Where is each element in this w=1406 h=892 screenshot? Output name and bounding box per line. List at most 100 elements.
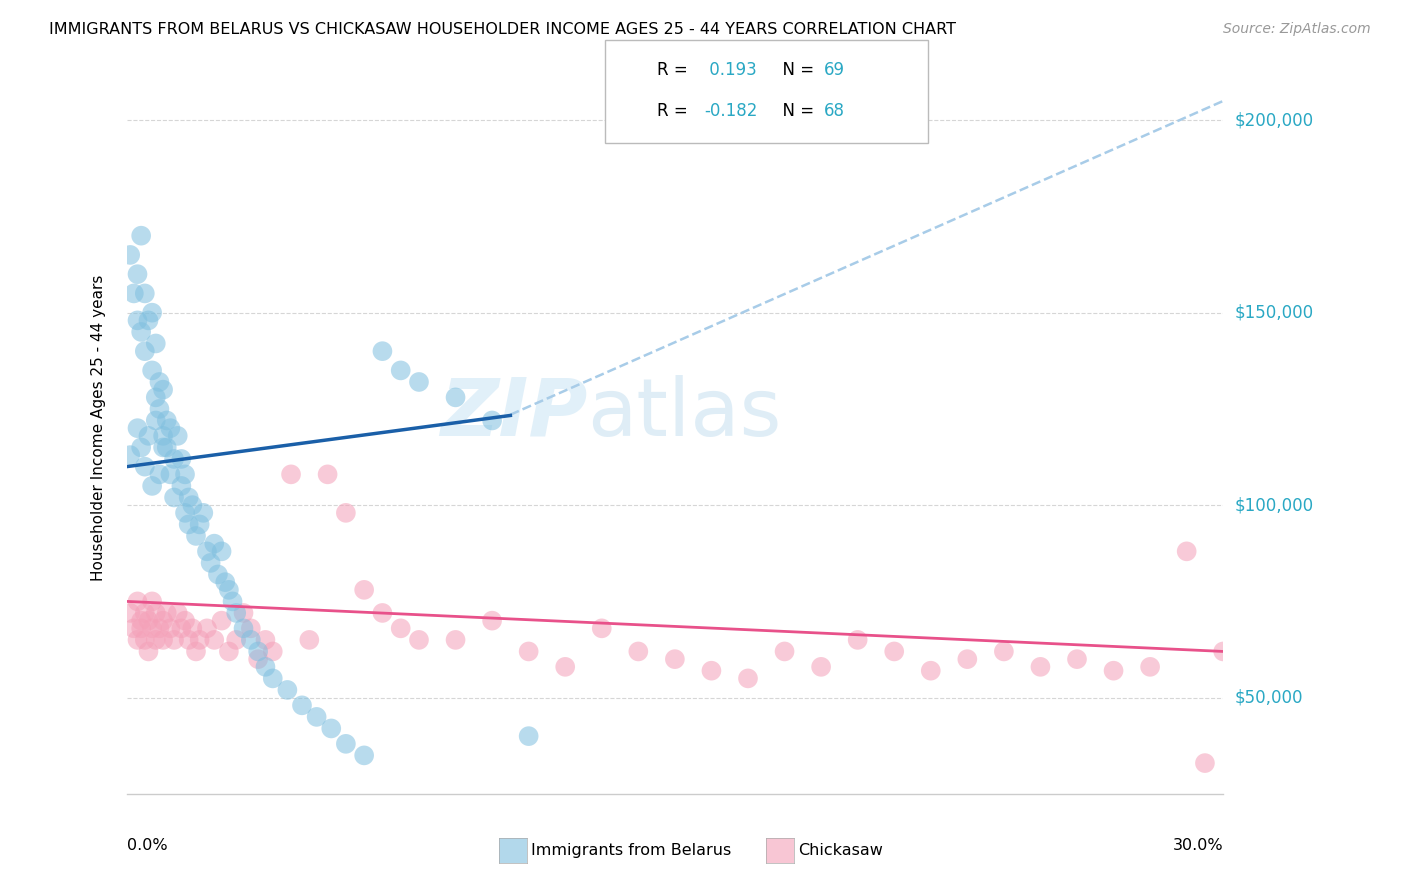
Point [170,621,193,635]
Point [218,644,240,658]
Point [188,632,211,647]
Point [134,632,156,647]
Point [163,452,186,467]
Point [262,644,284,658]
Point [371,606,394,620]
Point [134,459,156,474]
Point [700,664,723,678]
Point [138,644,160,658]
Point [371,344,394,359]
Point [145,413,167,427]
Point [145,632,167,647]
Point [225,632,247,647]
Point [184,644,207,658]
Point [127,267,149,281]
Point [138,429,160,443]
Point [846,632,869,647]
Point [177,517,200,532]
Point [1212,644,1234,658]
Point [163,491,186,505]
Point [148,401,170,416]
Point [232,606,254,620]
Text: $100,000: $100,000 [1234,496,1313,514]
Point [188,517,211,532]
Text: 69: 69 [824,61,845,78]
Point [129,325,152,339]
Point [141,594,163,608]
Point [207,567,229,582]
Point [120,448,142,462]
Point [129,614,152,628]
Text: $200,000: $200,000 [1234,112,1313,129]
Point [202,632,225,647]
Text: atlas: atlas [588,375,782,452]
Point [737,672,759,686]
Text: $150,000: $150,000 [1234,303,1313,322]
Point [127,421,149,435]
Point [1066,652,1088,666]
Point [120,606,142,620]
Point [145,390,167,404]
Point [141,363,163,377]
Point [810,660,832,674]
Point [152,632,174,647]
Point [156,441,179,455]
Point [389,621,412,635]
Point [174,506,197,520]
Point [993,644,1015,658]
Point [517,729,540,743]
Point [554,660,576,674]
Text: IMMIGRANTS FROM BELARUS VS CHICKASAW HOUSEHOLDER INCOME AGES 25 - 44 YEARS CORRE: IMMIGRANTS FROM BELARUS VS CHICKASAW HOU… [49,22,956,37]
Point [202,536,225,550]
Point [166,606,188,620]
Point [305,710,328,724]
Point [174,467,197,482]
Point [129,441,152,455]
Point [883,644,905,658]
Point [127,594,149,608]
Text: Source: ZipAtlas.com: Source: ZipAtlas.com [1223,22,1371,37]
Point [148,467,170,482]
Point [221,594,243,608]
Point [232,621,254,635]
Text: 0.193: 0.193 [704,61,758,78]
Text: R =: R = [657,61,693,78]
Point [276,682,298,697]
Point [773,644,796,658]
Point [148,375,170,389]
Point [134,286,156,301]
Point [195,544,218,558]
Point [181,498,204,512]
Point [389,363,412,377]
Point [127,632,149,647]
Point [141,621,163,635]
Point [127,313,149,327]
Point [247,652,270,666]
Point [291,698,314,713]
Text: N =: N = [772,61,820,78]
Point [591,621,613,635]
Point [280,467,302,482]
Point [152,383,174,397]
Point [225,606,247,620]
Point [1175,544,1198,558]
Text: Chickasaw: Chickasaw [799,843,883,857]
Text: 30.0%: 30.0% [1173,838,1223,853]
Point [152,614,174,628]
Point [444,632,467,647]
Text: ZIP: ZIP [440,375,588,452]
Text: 0.0%: 0.0% [127,838,167,853]
Point [170,479,193,493]
Point [138,614,160,628]
Point [129,228,152,243]
Point [316,467,339,482]
Point [134,606,156,620]
Point [195,621,218,635]
Point [200,556,222,570]
Point [211,544,233,558]
Point [177,632,200,647]
Point [148,621,170,635]
Point [152,429,174,443]
Point [218,582,240,597]
Point [214,575,236,590]
